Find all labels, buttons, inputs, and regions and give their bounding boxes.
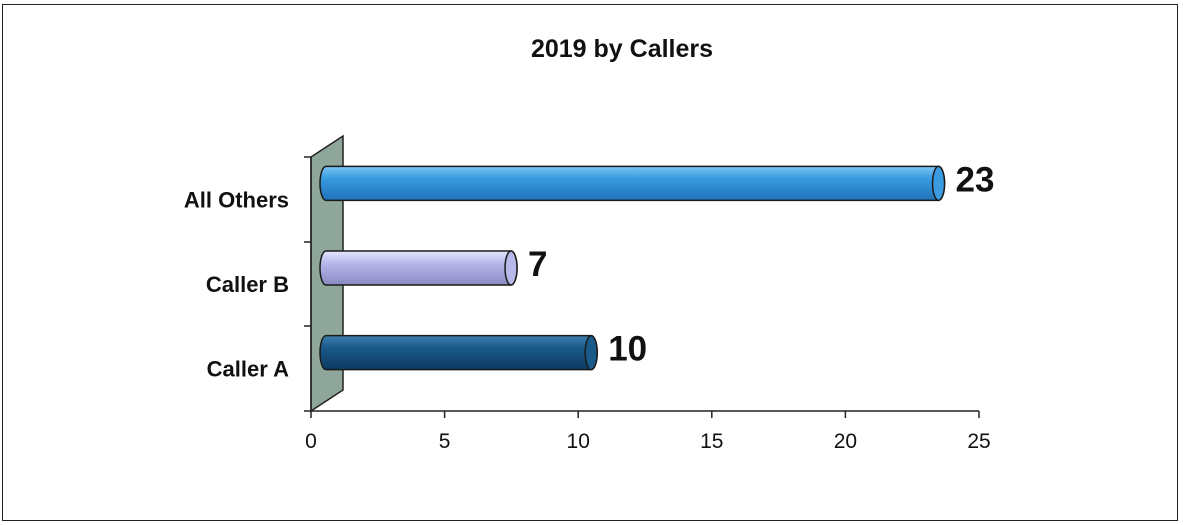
x-tick-label: 20 — [834, 430, 857, 453]
category-label: Caller B — [206, 272, 289, 297]
x-tick-label: 15 — [700, 430, 723, 453]
bar — [319, 165, 946, 202]
data-label: 10 — [608, 330, 647, 369]
chart-title: 2019 by Callers — [531, 35, 713, 63]
x-tick-label: 10 — [567, 430, 590, 453]
category-label: All Others — [184, 187, 289, 212]
category-label: Caller A — [207, 357, 289, 382]
bar — [319, 250, 518, 286]
data-label: 23 — [956, 160, 995, 199]
bar — [319, 334, 598, 371]
x-tick-label: 5 — [439, 430, 451, 453]
x-tick-label: 25 — [967, 430, 990, 453]
data-label: 7 — [528, 245, 547, 284]
chart-frame — [2, 4, 1178, 521]
x-tick-label: 0 — [305, 430, 317, 453]
